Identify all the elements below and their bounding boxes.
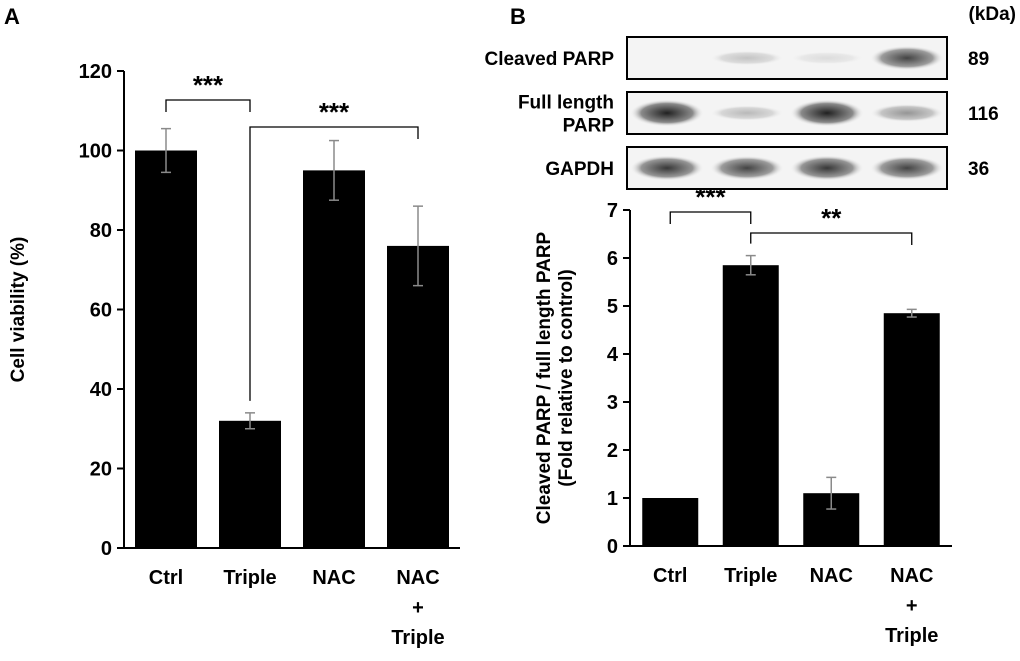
y-tick-label: 100 — [79, 141, 112, 163]
blot-row-label: Cleaved PARP — [484, 49, 614, 70]
significance-bracket — [165, 99, 251, 112]
blot-band — [790, 155, 864, 181]
y-tick-label: 40 — [90, 379, 112, 401]
blot-kda-value: 36 — [968, 159, 989, 180]
y-axis-title: Cleaved PARP / full length PARP (Fold rel… — [534, 231, 577, 524]
y-tick-label: 5 — [607, 296, 618, 318]
y-tick-label: 60 — [90, 300, 112, 322]
bar — [883, 313, 940, 546]
panel-a-label: A — [4, 4, 20, 29]
chart-b: 0 1 2 3 4 5 6 7 Cleaved PARP / full length PARP(… — [534, 182, 952, 647]
y-axis-title-line: Cleaved PARP / full length PARP — [534, 231, 555, 524]
blot-band — [710, 105, 784, 121]
bar — [642, 498, 699, 546]
category-label: Ctrl — [653, 565, 687, 587]
blot-kda-value: 89 — [968, 49, 989, 70]
category-label: NAC — [810, 565, 853, 587]
y-axis-title: Cell viability (%) — [8, 237, 29, 383]
y-tick-label: 20 — [90, 459, 112, 481]
bar — [219, 420, 281, 548]
blot-band — [710, 155, 784, 181]
chart-a: 0 20 40 60 80 100 120 Cell viability (%) Ctrl Tri… — [8, 61, 460, 649]
significance-bracket — [669, 211, 752, 224]
y-axis-title-line: (Fold relative to control) — [556, 269, 577, 486]
blot-band — [870, 45, 944, 71]
y-tick-label: 3 — [607, 392, 618, 414]
significance-label: *** — [193, 70, 224, 100]
category-label: Triple — [885, 625, 938, 647]
blot-band — [710, 50, 784, 66]
bar — [303, 170, 365, 548]
category-label: + — [412, 597, 424, 619]
category-label: + — [906, 595, 918, 617]
kda-unit-label: (kDa) — [968, 4, 1016, 25]
blot-row-label: GAPDH — [545, 159, 614, 180]
significance-label: *** — [695, 182, 726, 212]
y-tick-label: 1 — [607, 488, 618, 510]
y-tick-label: 0 — [101, 538, 112, 560]
significance-label: ** — [821, 203, 842, 233]
y-tick-label: 4 — [607, 344, 619, 366]
y-tick-label: 80 — [90, 220, 112, 242]
blot-band — [630, 155, 704, 181]
category-label: NAC — [312, 567, 355, 589]
bar — [135, 150, 197, 548]
blot-band — [870, 155, 944, 181]
significance-bracket — [249, 126, 419, 401]
blot-row-label: PARP — [563, 116, 615, 137]
blot-kda-value: 116 — [968, 104, 999, 125]
bar — [722, 265, 779, 546]
y-tick-label: 0 — [607, 536, 618, 558]
category-label: Triple — [391, 627, 444, 649]
blot-band — [790, 51, 864, 65]
panel-b-label: B — [510, 4, 526, 29]
category-label: Triple — [724, 565, 777, 587]
category-label: NAC — [890, 565, 933, 587]
category-label: NAC — [396, 567, 439, 589]
significance-label: *** — [319, 97, 350, 127]
bar — [387, 245, 449, 548]
blot-band — [790, 99, 864, 127]
blot-band — [630, 99, 704, 127]
y-tick-label: 6 — [607, 248, 618, 270]
significance-bracket — [750, 232, 913, 245]
category-label: Ctrl — [149, 567, 183, 589]
blot-row-label: Full length — [518, 93, 614, 114]
y-tick-label: 120 — [79, 61, 112, 83]
y-axis-title-line: Cell viability (%) — [8, 237, 29, 383]
y-tick-label: 7 — [607, 200, 618, 222]
category-label: Triple — [223, 567, 276, 589]
blot-band — [870, 103, 944, 123]
y-tick-label: 2 — [607, 440, 618, 462]
